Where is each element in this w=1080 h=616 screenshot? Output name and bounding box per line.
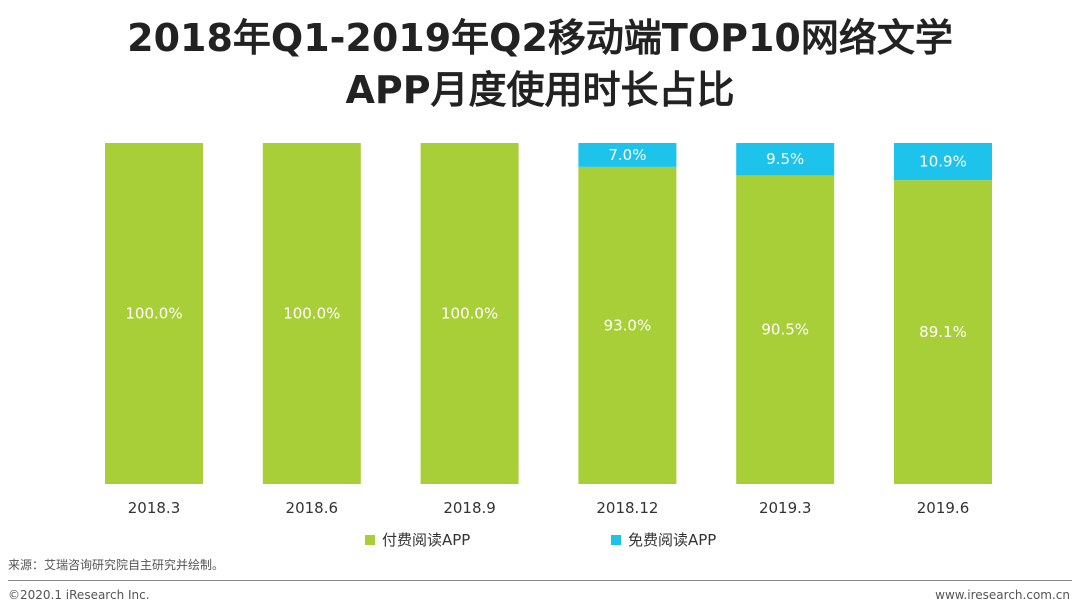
bar-paid-2019.3 (736, 175, 835, 484)
x-tick-label-2019.3: 2019.3 (759, 499, 812, 517)
data-label-paid-2018.6: 100.0% (283, 305, 340, 323)
bar-paid-2018.3 (105, 143, 203, 484)
data-label-free-2018.12: 7.0% (608, 146, 646, 164)
legend-swatch-paid (365, 534, 375, 545)
legend-swatch-free (611, 534, 621, 545)
chart-title-line-2: APP月度使用时长占比 (345, 68, 735, 112)
copyright: ©2020.1 iResearch Inc. (8, 588, 150, 602)
data-label-free-2019.6: 10.9% (919, 153, 967, 171)
stacked-bar-chart: 100.0% 2018.3 100.0% 2018.6 100.0% 2018.9 93.0… (105, 143, 992, 517)
bar-free-2019.3 (736, 143, 835, 176)
x-tick-label-2018.3: 2018.3 (128, 499, 181, 517)
footer-divider (8, 580, 1072, 581)
bar-paid-2019.6 (894, 180, 992, 484)
chart-title: 2018年Q1-2019年Q2移动端TOP10网络文学 APP月度使用时长占比 (0, 12, 1080, 116)
legend-item-paid: 付费阅读APP (365, 529, 470, 550)
legend: 付费阅读APP 免费阅读APP (0, 529, 1080, 551)
x-tick-label-2018.12: 2018.12 (596, 499, 658, 517)
x-tick-label-2018.9: 2018.9 (443, 499, 496, 517)
legend-item-free: 免费阅读APP (611, 529, 716, 550)
x-tick-label-2019.6: 2019.6 (917, 499, 970, 517)
bar-paid-2018.9 (420, 143, 519, 484)
data-label-paid-2018.12: 93.0% (604, 316, 652, 334)
bar-paid-2018.12 (578, 166, 677, 484)
legend-label-paid: 付费阅读APP (382, 531, 471, 549)
legend-label-free: 免费阅读APP (628, 531, 717, 549)
data-label-paid-2018.3: 100.0% (125, 305, 182, 323)
data-label-paid-2019.3: 90.5% (761, 321, 809, 339)
chart-title-line-1: 2018年Q1-2019年Q2移动端TOP10网络文学 (127, 16, 953, 60)
source-note: 来源：艾瑞咨询研究院自主研究并绘制。 (8, 558, 225, 572)
bar-paid-2018.6 (262, 143, 361, 484)
data-label-free-2019.3: 9.5% (766, 150, 804, 168)
website-link[interactable]: www.iresearch.com.cn (935, 588, 1070, 602)
bar-free-2019.6 (894, 143, 992, 181)
data-label-paid-2018.9: 100.0% (441, 305, 498, 323)
bar-free-2018.12 (578, 143, 677, 167)
data-label-paid-2019.6: 89.1% (919, 323, 967, 341)
x-tick-label-2018.6: 2018.6 (286, 499, 339, 517)
